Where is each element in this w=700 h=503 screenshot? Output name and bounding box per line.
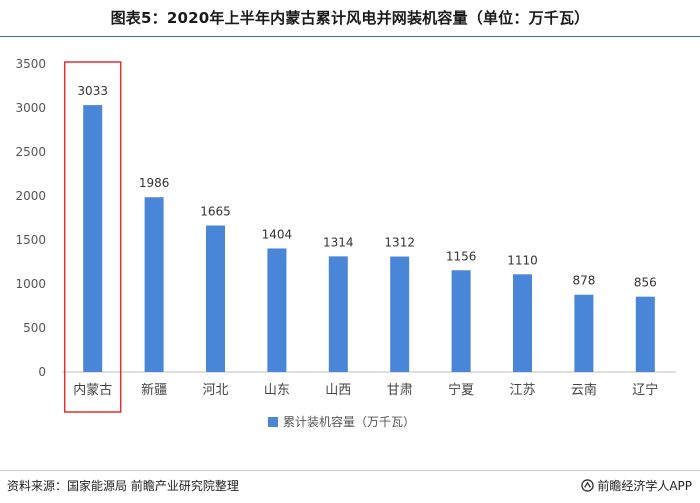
data-labels: 3033 1986 1665 1404 1314 1312 1156 1110 878 856 <box>77 84 656 290</box>
bar-4 <box>267 248 287 372</box>
title-divider <box>0 36 700 37</box>
x-category-label: 新疆 <box>141 382 167 398</box>
brand[interactable]: 前瞻经济学人APP <box>581 477 692 494</box>
y-tick-label: 2500 <box>15 145 46 159</box>
chart-title: 图表5：2020年上半年内蒙古累计风电并网装机容量（单位：万千瓦） <box>110 9 590 27</box>
source-note: 资料来源：国家能源局 前瞻产业研究院整理 <box>7 479 239 493</box>
bar-5 <box>328 256 348 372</box>
data-label: 1404 <box>262 227 293 241</box>
y-tick-label: 0 <box>38 365 46 379</box>
bar-2 <box>144 197 164 372</box>
data-label: 1986 <box>139 176 170 190</box>
y-tick-label: 1500 <box>15 233 46 247</box>
data-label: 1156 <box>446 249 477 263</box>
brand-label: 前瞻经济学人APP <box>597 479 692 493</box>
data-label: 1312 <box>384 236 415 250</box>
y-tick-label: 1000 <box>15 277 46 291</box>
bar-6 <box>390 256 410 372</box>
data-label: 1314 <box>323 235 354 249</box>
legend: 累计装机容量（万千瓦） <box>268 414 415 429</box>
data-label: 1665 <box>200 204 231 218</box>
bar-7 <box>451 270 471 372</box>
x-category-label: 辽宁 <box>632 382 658 398</box>
x-category-label: 江苏 <box>509 382 535 398</box>
x-category-label: 内蒙古 <box>73 382 112 398</box>
bar-1 <box>83 105 103 372</box>
legend-swatch <box>268 417 278 427</box>
highlight-box <box>63 61 122 413</box>
x-axis-categories: 内蒙古 新疆 河北 山东 山西 甘肃 宁夏 江苏 云南 辽宁 <box>73 382 658 398</box>
x-category-label: 山东 <box>264 383 290 398</box>
y-tick-label: 3500 <box>15 57 46 71</box>
data-label: 878 <box>572 274 595 288</box>
qianzhan-logo-icon <box>581 479 595 492</box>
bars <box>83 105 655 372</box>
y-axis: 0 500 1000 1500 2000 2500 3000 3500 <box>15 57 46 379</box>
y-tick-label: 3000 <box>15 101 46 115</box>
x-category-label: 宁夏 <box>448 382 474 398</box>
data-label: 3033 <box>77 84 108 98</box>
bar-10 <box>635 296 655 372</box>
data-label: 1110 <box>507 253 538 267</box>
x-category-label: 甘肃 <box>387 383 413 398</box>
bar-9 <box>574 294 594 372</box>
x-category-label: 云南 <box>571 382 597 398</box>
x-category-label: 河北 <box>202 383 228 398</box>
y-tick-label: 2000 <box>15 189 46 203</box>
bar-3 <box>206 225 225 372</box>
bar-chart: 0 500 1000 1500 2000 2500 3000 3500 3033 1986 166… <box>15 57 676 429</box>
legend-label: 累计装机容量（万千瓦） <box>283 414 415 429</box>
data-label: 856 <box>634 276 657 290</box>
y-tick-label: 500 <box>23 321 46 335</box>
x-category-label: 山西 <box>325 383 351 398</box>
footer-divider <box>0 470 700 471</box>
bar-8 <box>513 274 532 372</box>
